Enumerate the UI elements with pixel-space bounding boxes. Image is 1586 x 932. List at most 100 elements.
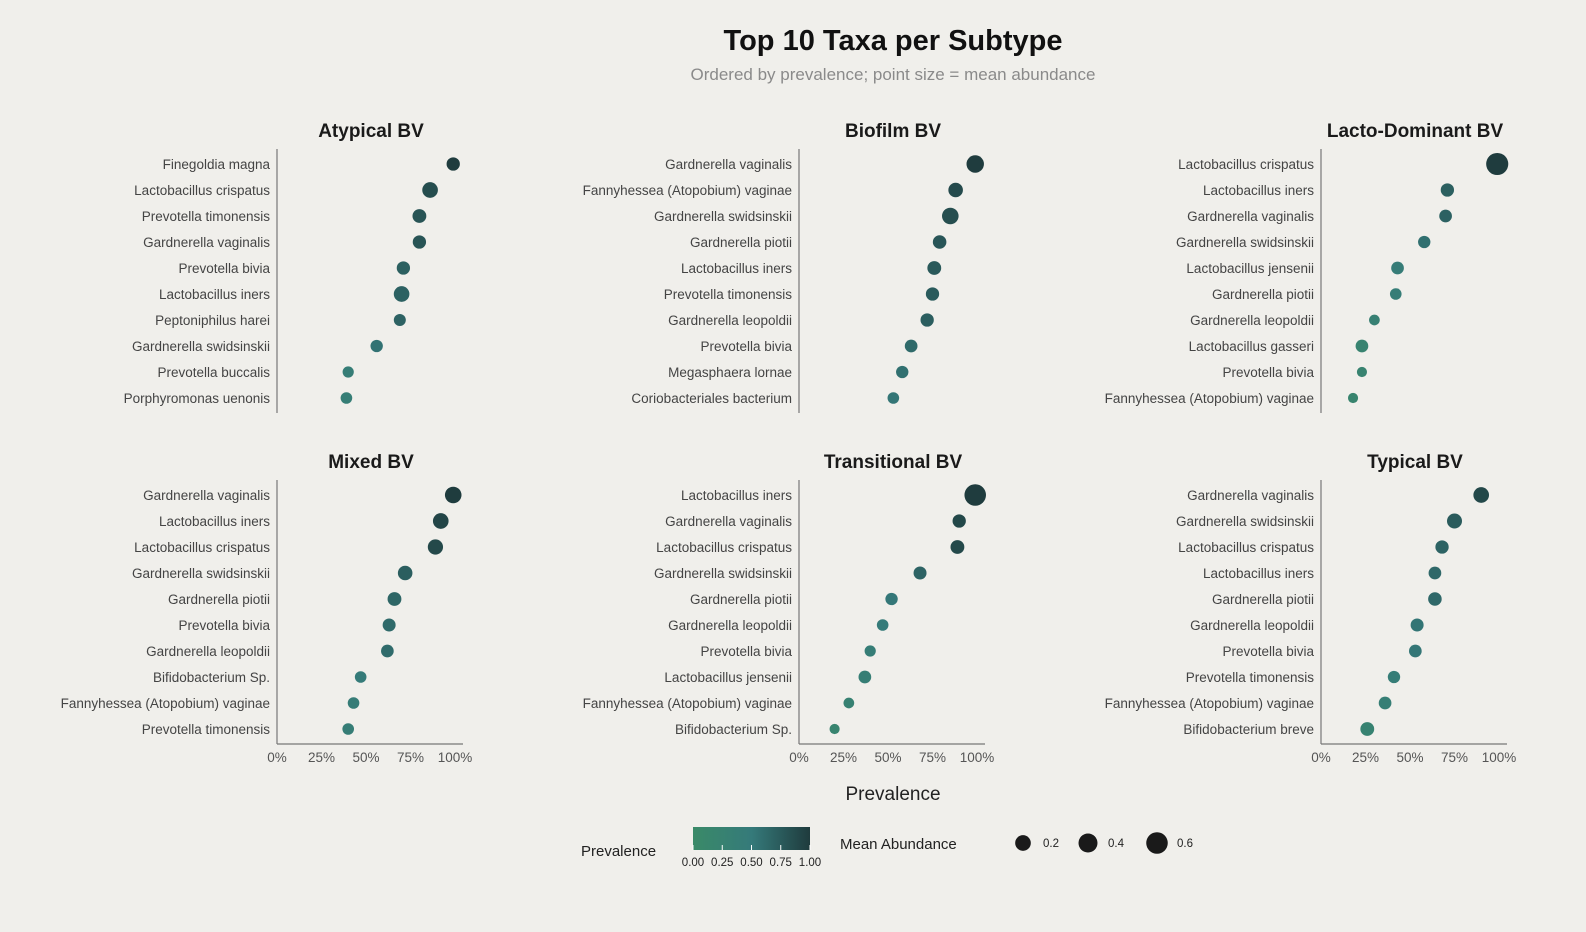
x-tick-label: 0% (267, 750, 287, 765)
data-point[interactable] (1440, 183, 1455, 197)
data-point[interactable] (1378, 696, 1392, 710)
data-point[interactable] (342, 366, 354, 378)
data-point[interactable] (347, 697, 360, 709)
data-point[interactable] (1369, 314, 1380, 326)
data-point[interactable] (948, 182, 963, 198)
x-tick-label: 25% (1352, 750, 1379, 765)
x-tick-label: 100% (438, 750, 473, 765)
data-point[interactable] (412, 235, 427, 249)
y-tick-label: Lactobacillus crispatus (1178, 157, 1314, 172)
x-tick-label: 0% (789, 750, 809, 765)
panel-title: Lacto-Dominant BV (1327, 121, 1504, 142)
x-tick-label: 75% (397, 750, 424, 765)
data-point[interactable] (446, 157, 460, 171)
legend-color-tick-label: 0.00 (682, 857, 704, 869)
data-point[interactable] (913, 566, 927, 580)
y-tick-label: Gardnerella vaginalis (1187, 209, 1314, 224)
data-point[interactable] (864, 645, 876, 657)
y-tick-label: Lactobacillus iners (1203, 566, 1314, 581)
data-point[interactable] (412, 209, 427, 223)
data-point[interactable] (382, 618, 396, 632)
data-point[interactable] (932, 235, 947, 249)
data-point[interactable] (942, 207, 959, 225)
y-tick-label: Lactobacillus iners (681, 488, 792, 503)
data-point[interactable] (427, 539, 444, 555)
x-tick-label: 25% (308, 750, 335, 765)
data-point[interactable] (370, 339, 383, 353)
y-tick-label: Prevotella timonensis (664, 287, 793, 302)
y-tick-label: Gardnerella swidsinskii (654, 566, 792, 581)
y-tick-label: Gardnerella piotii (690, 592, 792, 607)
data-point[interactable] (422, 182, 438, 198)
data-point[interactable] (904, 339, 918, 353)
data-point[interactable] (829, 723, 840, 735)
data-point[interactable] (1355, 339, 1369, 353)
data-point[interactable] (1418, 235, 1431, 249)
data-point[interactable] (920, 313, 934, 327)
y-tick-label: Lactobacillus crispatus (134, 183, 270, 198)
y-tick-label: Gardnerella piotii (690, 235, 792, 250)
y-tick-label: Fannyhessea (Atopobium) vaginae (583, 696, 792, 711)
y-tick-label: Gardnerella swidsinskii (1176, 514, 1314, 529)
x-tick-label: 0% (1311, 750, 1331, 765)
y-tick-label: Prevotella buccalis (157, 365, 270, 380)
data-point[interactable] (1408, 644, 1422, 658)
data-point[interactable] (952, 514, 966, 528)
y-tick-label: Gardnerella swidsinskii (132, 339, 270, 354)
y-tick-label: Prevotella bivia (178, 261, 270, 276)
data-point[interactable] (1356, 366, 1368, 378)
y-tick-label: Prevotella bivia (1222, 644, 1314, 659)
y-tick-label: Lactobacillus iners (159, 287, 270, 302)
y-tick-label: Gardnerella piotii (168, 592, 270, 607)
y-tick-label: Gardnerella vaginalis (665, 514, 792, 529)
data-point[interactable] (1391, 261, 1404, 275)
data-point[interactable] (876, 619, 889, 631)
data-point[interactable] (1473, 487, 1490, 503)
panel-title: Atypical BV (318, 121, 424, 142)
data-point[interactable] (342, 723, 355, 735)
y-tick-label: Finegoldia magna (163, 157, 271, 172)
data-point[interactable] (393, 314, 406, 326)
data-point[interactable] (843, 697, 855, 709)
data-point[interactable] (887, 392, 900, 404)
data-point[interactable] (432, 513, 449, 529)
data-point[interactable] (354, 671, 367, 683)
panels-group: Atypical BV Finegoldia magna Lactobacillus… (61, 121, 1517, 765)
y-tick-label: Prevotella bivia (1222, 365, 1314, 380)
data-point[interactable] (393, 286, 410, 302)
y-tick-label: Porphyromonas uenonis (124, 391, 271, 406)
data-point[interactable] (858, 670, 872, 684)
data-point[interactable] (340, 392, 353, 404)
data-point[interactable] (927, 261, 942, 275)
data-point[interactable] (1428, 566, 1442, 580)
data-point[interactable] (966, 155, 984, 173)
data-point[interactable] (1360, 722, 1375, 736)
data-point[interactable] (885, 592, 898, 606)
data-point[interactable] (1439, 209, 1452, 223)
data-point[interactable] (397, 565, 413, 581)
y-tick-label: Megasphaera lornae (668, 365, 792, 380)
y-tick-label: Prevotella timonensis (1186, 670, 1315, 685)
data-point[interactable] (1428, 592, 1442, 606)
x-tick-label: 75% (1441, 750, 1468, 765)
data-point[interactable] (1389, 288, 1402, 300)
data-point[interactable] (444, 486, 462, 504)
y-tick-label: Fannyhessea (Atopobium) vaginae (61, 696, 270, 711)
data-point[interactable] (896, 365, 909, 379)
panel-title: Biofilm BV (845, 121, 941, 142)
data-point[interactable] (387, 592, 402, 606)
data-point[interactable] (964, 484, 986, 506)
data-point[interactable] (1410, 618, 1424, 632)
data-point[interactable] (1446, 513, 1463, 529)
data-point[interactable] (1435, 540, 1449, 554)
data-point[interactable] (381, 644, 394, 658)
data-point[interactable] (396, 261, 411, 275)
data-point[interactable] (925, 287, 940, 301)
data-point[interactable] (1387, 670, 1401, 684)
y-tick-label: Gardnerella leopoldii (1190, 313, 1314, 328)
panel-title: Transitional BV (824, 452, 963, 473)
data-point[interactable] (1486, 152, 1509, 176)
data-point[interactable] (950, 540, 965, 554)
data-point[interactable] (1347, 392, 1359, 404)
